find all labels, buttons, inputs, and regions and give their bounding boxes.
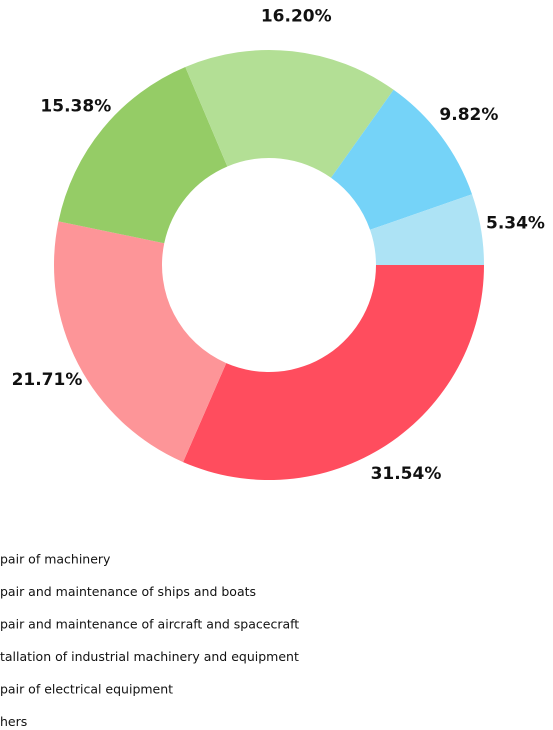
value-label: 21.71% [12, 370, 83, 390]
value-label: 9.82% [439, 105, 498, 125]
value-label: 15.38% [40, 96, 111, 116]
value-label: 31.54% [371, 464, 442, 484]
donut-slice [331, 89, 473, 230]
value-label: 5.34% [486, 213, 545, 233]
donut-slice [58, 66, 228, 244]
donut-slice [54, 221, 227, 463]
donut-slice [370, 194, 484, 265]
legend-label: hers [0, 714, 27, 729]
donut-slice [183, 265, 485, 480]
legend-label: pair and maintenance of ships and boats [0, 584, 256, 599]
legend-label: tallation of industrial machinery and eq… [0, 649, 299, 664]
value-label: 16.20% [261, 6, 332, 26]
donut-slice [185, 50, 394, 178]
legend-label: pair of machinery [0, 552, 111, 567]
legend-label: pair of electrical equipment [0, 682, 173, 697]
legend-label: pair and maintenance of aircraft and spa… [0, 617, 299, 632]
